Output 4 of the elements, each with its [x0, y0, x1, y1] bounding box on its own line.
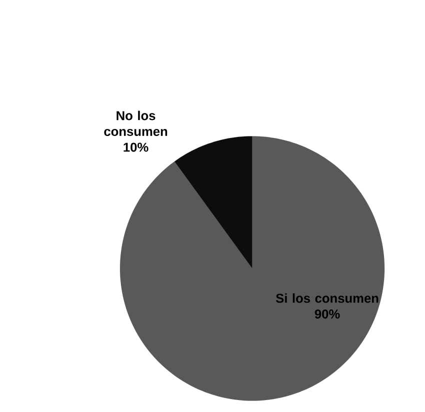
data-label: 10%: [124, 142, 148, 152]
data-label: 90%: [314, 310, 340, 319]
slice-label: No los consumen: [104, 110, 168, 136]
slice-label: Si los consumen: [276, 294, 378, 303]
